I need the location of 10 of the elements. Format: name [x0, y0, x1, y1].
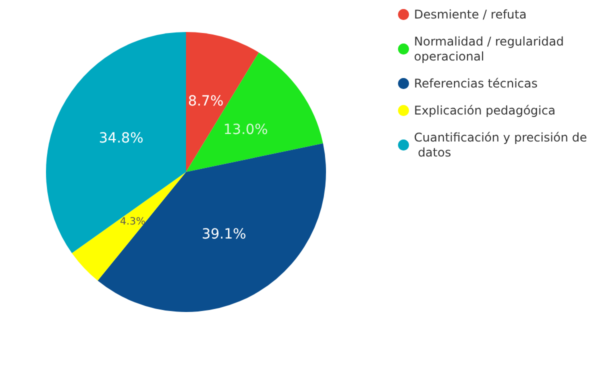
legend-label: Normalidad / regularidad operacional [414, 34, 568, 64]
legend-label: Cuantificación y precisión de datos [414, 130, 588, 160]
data-label: 13.0% [223, 122, 268, 138]
legend-label: Explicación pedagógica [414, 104, 556, 118]
data-label: 4.3% [120, 216, 146, 228]
data-label: 8.7% [188, 94, 224, 110]
data-label: 39.1% [202, 226, 246, 242]
legend-label: Desmiente / refuta [414, 8, 527, 22]
data-label: 34.8% [98, 130, 144, 147]
legend-label: Referencias técnicas [414, 76, 538, 90]
